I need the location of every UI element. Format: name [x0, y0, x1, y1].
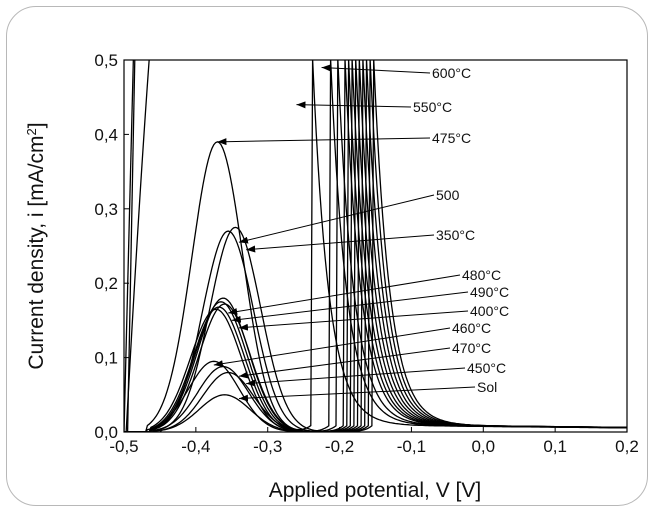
callout-arrow — [238, 310, 469, 331]
cathodic-branch-line — [125, 60, 150, 432]
cathodic-branch-line — [124, 60, 134, 432]
callout-arrow — [321, 64, 431, 74]
callout-label: 400°C — [470, 303, 509, 319]
callout-label: 475°C — [432, 130, 471, 146]
y-axis-title-base: Current density, i [mA/cm — [25, 135, 48, 369]
callout-arrow — [238, 347, 451, 379]
curves — [124, 60, 627, 432]
y-tick-label: 0,2 — [94, 274, 118, 293]
callout-arrow — [231, 291, 469, 323]
callout-arrow — [213, 327, 451, 368]
callout-label: Sol — [477, 379, 497, 395]
callout-arrow — [238, 194, 435, 244]
chart-frame — [6, 6, 648, 506]
x-tick-label: -0,5 — [109, 437, 138, 456]
y-axis-title: Current density, i [mA/cm2] — [24, 122, 49, 369]
y-tick-label: 0,1 — [94, 349, 118, 368]
callout-arrow — [238, 386, 476, 402]
x-axis-ticks: -0,5 -0,4 -0,3 -0,2 -0,1 0,0 0,1 0,2 — [109, 427, 639, 456]
callout-arrow — [296, 101, 412, 109]
callout-label: 480°C — [462, 267, 501, 283]
callout-label: 600°C — [432, 65, 471, 81]
callout-label: 550°C — [413, 99, 452, 115]
callout-label: 500 — [436, 187, 460, 203]
x-tick-label: 0,2 — [615, 437, 639, 456]
x-tick-label: -0,1 — [397, 437, 426, 456]
y-axis-title-sup: 2 — [24, 128, 39, 135]
x-tick-label: -0,4 — [181, 437, 210, 456]
y-tick-label: 0,3 — [94, 200, 118, 219]
y-axis-ticks: 0,0 0,1 0,2 0,3 0,4 0,5 — [94, 51, 129, 442]
y-axis-title-end: ] — [25, 122, 48, 128]
callout-label: 470°C — [452, 340, 491, 356]
callout-label: 350°C — [436, 227, 475, 243]
x-tick-label: -0,2 — [325, 437, 354, 456]
x-tick-label: 0,0 — [471, 437, 495, 456]
callout-label: 460°C — [452, 320, 491, 336]
x-tick-label: -0,3 — [253, 437, 282, 456]
callout-arrow — [228, 274, 461, 315]
y-tick-label: 0,4 — [94, 125, 118, 144]
callout-arrow — [246, 234, 435, 253]
y-tick-label: 0,5 — [94, 51, 118, 70]
y-tick-label: 0,0 — [94, 423, 118, 442]
cathodic-branch-line — [126, 60, 136, 432]
callout-label: 490°C — [470, 284, 509, 300]
plot-area — [123, 59, 628, 433]
x-axis-title: Applied potential, V [V] — [269, 479, 481, 502]
callout-label: 450°C — [467, 360, 506, 376]
callout-arrow — [217, 137, 431, 146]
series-line — [124, 60, 627, 432]
callout-arrow — [246, 367, 466, 387]
x-tick-label: 0,1 — [543, 437, 567, 456]
